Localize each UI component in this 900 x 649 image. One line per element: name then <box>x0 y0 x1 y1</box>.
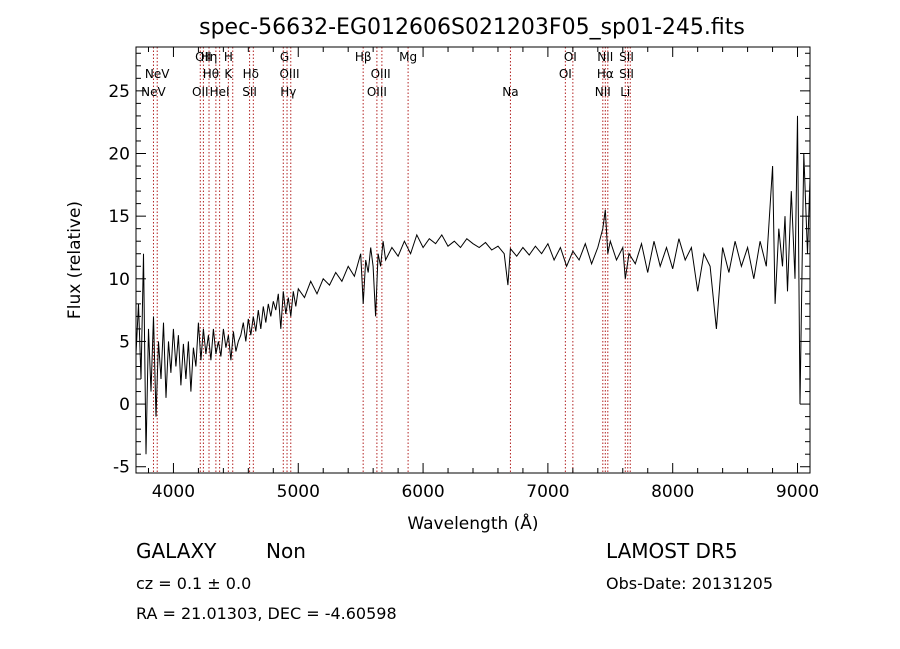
x-tick-label-0: 4000 <box>152 482 195 502</box>
emission-line-markers <box>152 47 631 473</box>
line-label-10: SII <box>242 85 257 99</box>
line-label-5: Hθ <box>203 67 219 81</box>
line-label-1: NeV <box>145 67 170 81</box>
line-label-23: NII <box>595 85 611 99</box>
line-label-8: K <box>224 67 233 81</box>
line-label-7: H <box>224 50 233 64</box>
line-label-21: NII <box>597 50 613 64</box>
line-label-20: OI <box>559 67 572 81</box>
line-label-11: G <box>280 50 289 64</box>
y-tick-label-5: 20 <box>108 145 130 165</box>
line-label-0: NeV <box>141 85 166 99</box>
y-axis-label: Flux (relative) <box>65 201 85 319</box>
x-tick-label-4: 8000 <box>651 482 694 502</box>
line-label-9: Hδ <box>243 67 259 81</box>
y-axis-ticks: -5 0 5 10 15 20 25 <box>108 52 810 478</box>
line-label-4: Hη <box>201 50 218 64</box>
x-axis-ticks: 4000 5000 6000 7000 8000 9000 <box>147 47 819 502</box>
line-label-3: OII <box>192 85 209 99</box>
x-tick-label-5: 9000 <box>776 482 819 502</box>
redshift-cz: cz = 0.1 ± 0.0 <box>136 574 251 593</box>
x-tick-label-2: 6000 <box>401 482 444 502</box>
object-class: GALAXY <box>136 539 217 563</box>
plot-frame <box>135 46 811 474</box>
line-label-17: Mg <box>399 50 417 64</box>
line-label-12: OIII <box>279 67 299 81</box>
chart-title: spec-56632-EG012606S021203F05_sp01-245.f… <box>199 15 745 40</box>
observation-date: Obs-Date: 20131205 <box>606 574 773 593</box>
line-label-26: Li <box>620 85 630 99</box>
line-label-6: HeI <box>210 85 230 99</box>
y-tick-label-3: 10 <box>108 270 130 290</box>
survey-name: LAMOST DR5 <box>606 539 738 563</box>
line-label-22: Hα <box>597 67 614 81</box>
y-tick-label-0: -5 <box>113 458 130 478</box>
line-label-24: SII <box>619 50 634 64</box>
sky-coordinates: RA = 21.01303, DEC = -4.60598 <box>136 604 397 623</box>
line-label-25: SII <box>619 67 634 81</box>
x-axis-label: Wavelength (Å) <box>407 512 538 534</box>
spectrum-line <box>135 115 811 455</box>
object-subclass: Non <box>266 539 306 563</box>
y-tick-label-1: 0 <box>119 395 130 415</box>
line-label-13: Hγ <box>280 85 296 99</box>
y-tick-label-2: 5 <box>119 332 130 352</box>
x-tick-label-3: 7000 <box>526 482 569 502</box>
line-label-19: OI <box>564 50 577 64</box>
line-label-15: OIII <box>371 67 391 81</box>
line-label-16: OIII <box>367 85 387 99</box>
y-tick-label-6: 25 <box>108 82 130 102</box>
line-label-14: Hβ <box>355 50 372 64</box>
line-label-2: OII <box>195 50 212 64</box>
y-tick-label-4: 15 <box>108 207 130 227</box>
x-tick-label-1: 5000 <box>277 482 320 502</box>
line-label-18: Na <box>502 85 518 99</box>
